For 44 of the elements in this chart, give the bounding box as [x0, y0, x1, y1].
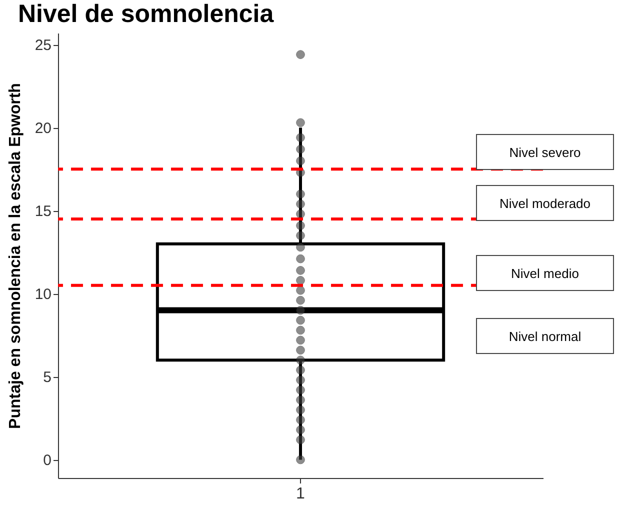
point — [296, 50, 305, 60]
point — [296, 231, 305, 240]
point — [296, 415, 305, 424]
point — [296, 346, 305, 355]
point — [296, 118, 305, 128]
point — [296, 156, 305, 166]
point — [296, 133, 305, 142]
point — [296, 296, 305, 305]
point — [296, 366, 305, 374]
point — [296, 376, 305, 384]
point — [296, 266, 305, 275]
point — [296, 221, 305, 230]
y-tick-label: 20 — [34, 120, 52, 138]
point — [296, 242, 305, 252]
y-tick-label: 25 — [34, 37, 52, 54]
point — [296, 405, 305, 414]
point — [296, 455, 305, 464]
point — [296, 190, 305, 198]
point — [296, 254, 305, 264]
y-tick-label: 5 — [43, 369, 52, 386]
y-axis-title: Puntaje en somnolencia en la escala Epworth — [6, 83, 24, 429]
point — [296, 286, 305, 295]
point — [296, 386, 305, 394]
point — [296, 396, 305, 404]
point — [296, 200, 305, 208]
y-tick-label: 10 — [34, 286, 52, 304]
point — [296, 435, 305, 444]
chart-title: Nivel de somnolencia — [18, 0, 275, 28]
point — [296, 326, 305, 335]
point — [296, 336, 305, 345]
point — [296, 356, 305, 365]
text-box: Nivel medio — [476, 255, 614, 291]
y-tick-label: 15 — [34, 203, 52, 220]
point — [296, 144, 305, 154]
point — [296, 276, 305, 285]
point — [296, 316, 305, 325]
text-box: Nivel moderado — [476, 185, 614, 221]
y-tick-label: 0 — [43, 452, 52, 470]
text-box: Nivel severo — [476, 134, 614, 170]
point — [296, 425, 305, 434]
point — [296, 306, 305, 315]
point — [296, 210, 305, 218]
x-tick-label: 1 — [296, 486, 306, 502]
text-box: Nivel normal — [476, 318, 614, 354]
